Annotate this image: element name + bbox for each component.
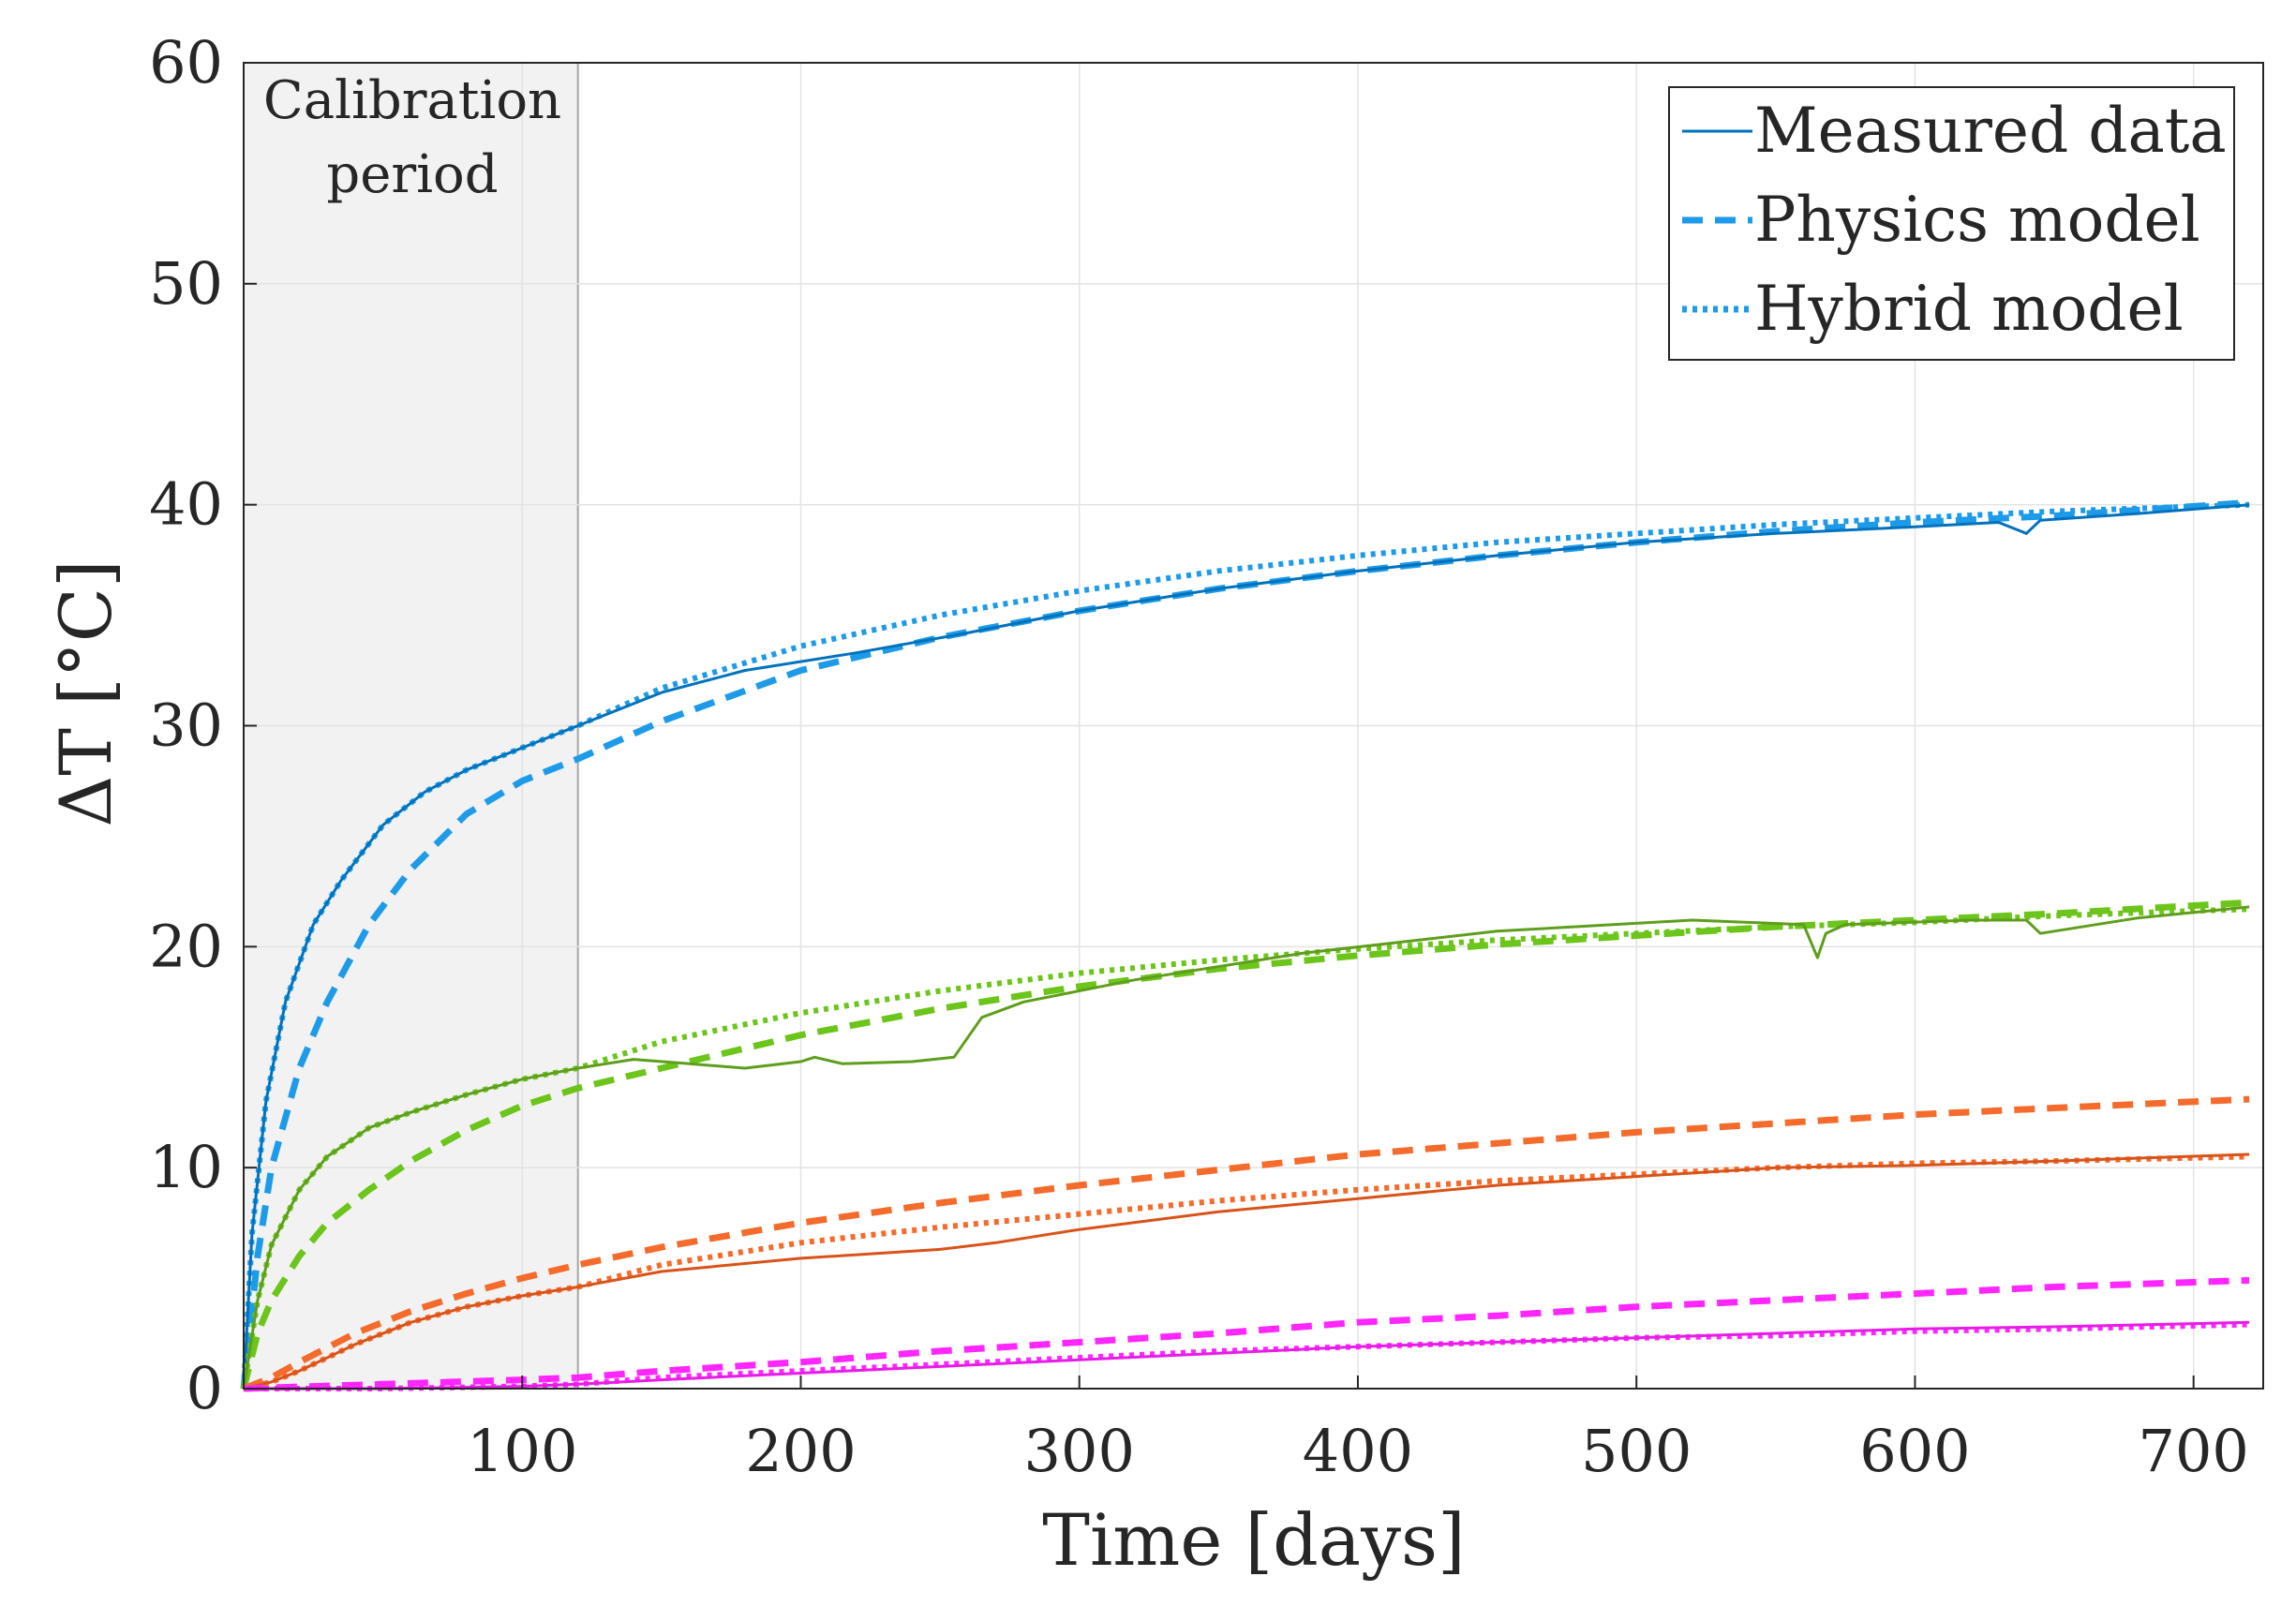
- series-group: [240, 498, 2250, 1392]
- x-tick-label: 700: [2139, 1417, 2249, 1485]
- x-tick-label: 400: [1303, 1417, 1413, 1485]
- series-magenta-measured: [244, 1320, 2250, 1390]
- y-tick-label: 30: [149, 691, 223, 760]
- y-tick-label: 50: [149, 249, 223, 318]
- grid-lines: [244, 62, 2263, 1390]
- legend-box: [1668, 86, 2235, 361]
- y-tick-label: 40: [149, 470, 223, 539]
- legend: Measured data Physics model Hybrid model: [1668, 86, 2235, 361]
- y-tick-label: 10: [149, 1133, 223, 1201]
- series-green-physics: [240, 899, 2250, 1390]
- calibration-label-line1: Calibration: [263, 70, 561, 131]
- x-tick-label: 100: [467, 1417, 577, 1485]
- series-blue-measured: [242, 503, 2250, 1390]
- legend-label-physics: Physics model: [1754, 184, 2200, 256]
- y-tick-label: 0: [186, 1354, 223, 1422]
- legend-label-measured: Measured data: [1754, 95, 2227, 167]
- y-tick-label: 20: [149, 912, 223, 980]
- x-tick-label: 300: [1024, 1417, 1135, 1485]
- axes: [243, 62, 2264, 1390]
- legend-label-hybrid: Hybrid model: [1754, 273, 2184, 345]
- y-axis-label: ΔT [°C]: [44, 559, 127, 826]
- series-orange-physics: [242, 1095, 2250, 1392]
- series-green-measured: [242, 905, 2250, 1390]
- x-axis-label: Time [days]: [1042, 1498, 1465, 1582]
- x-tick-label: 200: [745, 1417, 856, 1485]
- x-tick-label: 500: [1581, 1417, 1692, 1485]
- y-tick-label: 60: [149, 28, 223, 97]
- series-magenta-physics: [243, 1276, 2250, 1392]
- calibration-label-line2: period: [326, 144, 498, 205]
- series-orange-measured: [243, 1152, 2250, 1390]
- tick-labels: 100 200 300 400 500 600 700 0 10 20 30 40 50 60: [149, 28, 2249, 1485]
- x-tick-label: 600: [1859, 1417, 1970, 1485]
